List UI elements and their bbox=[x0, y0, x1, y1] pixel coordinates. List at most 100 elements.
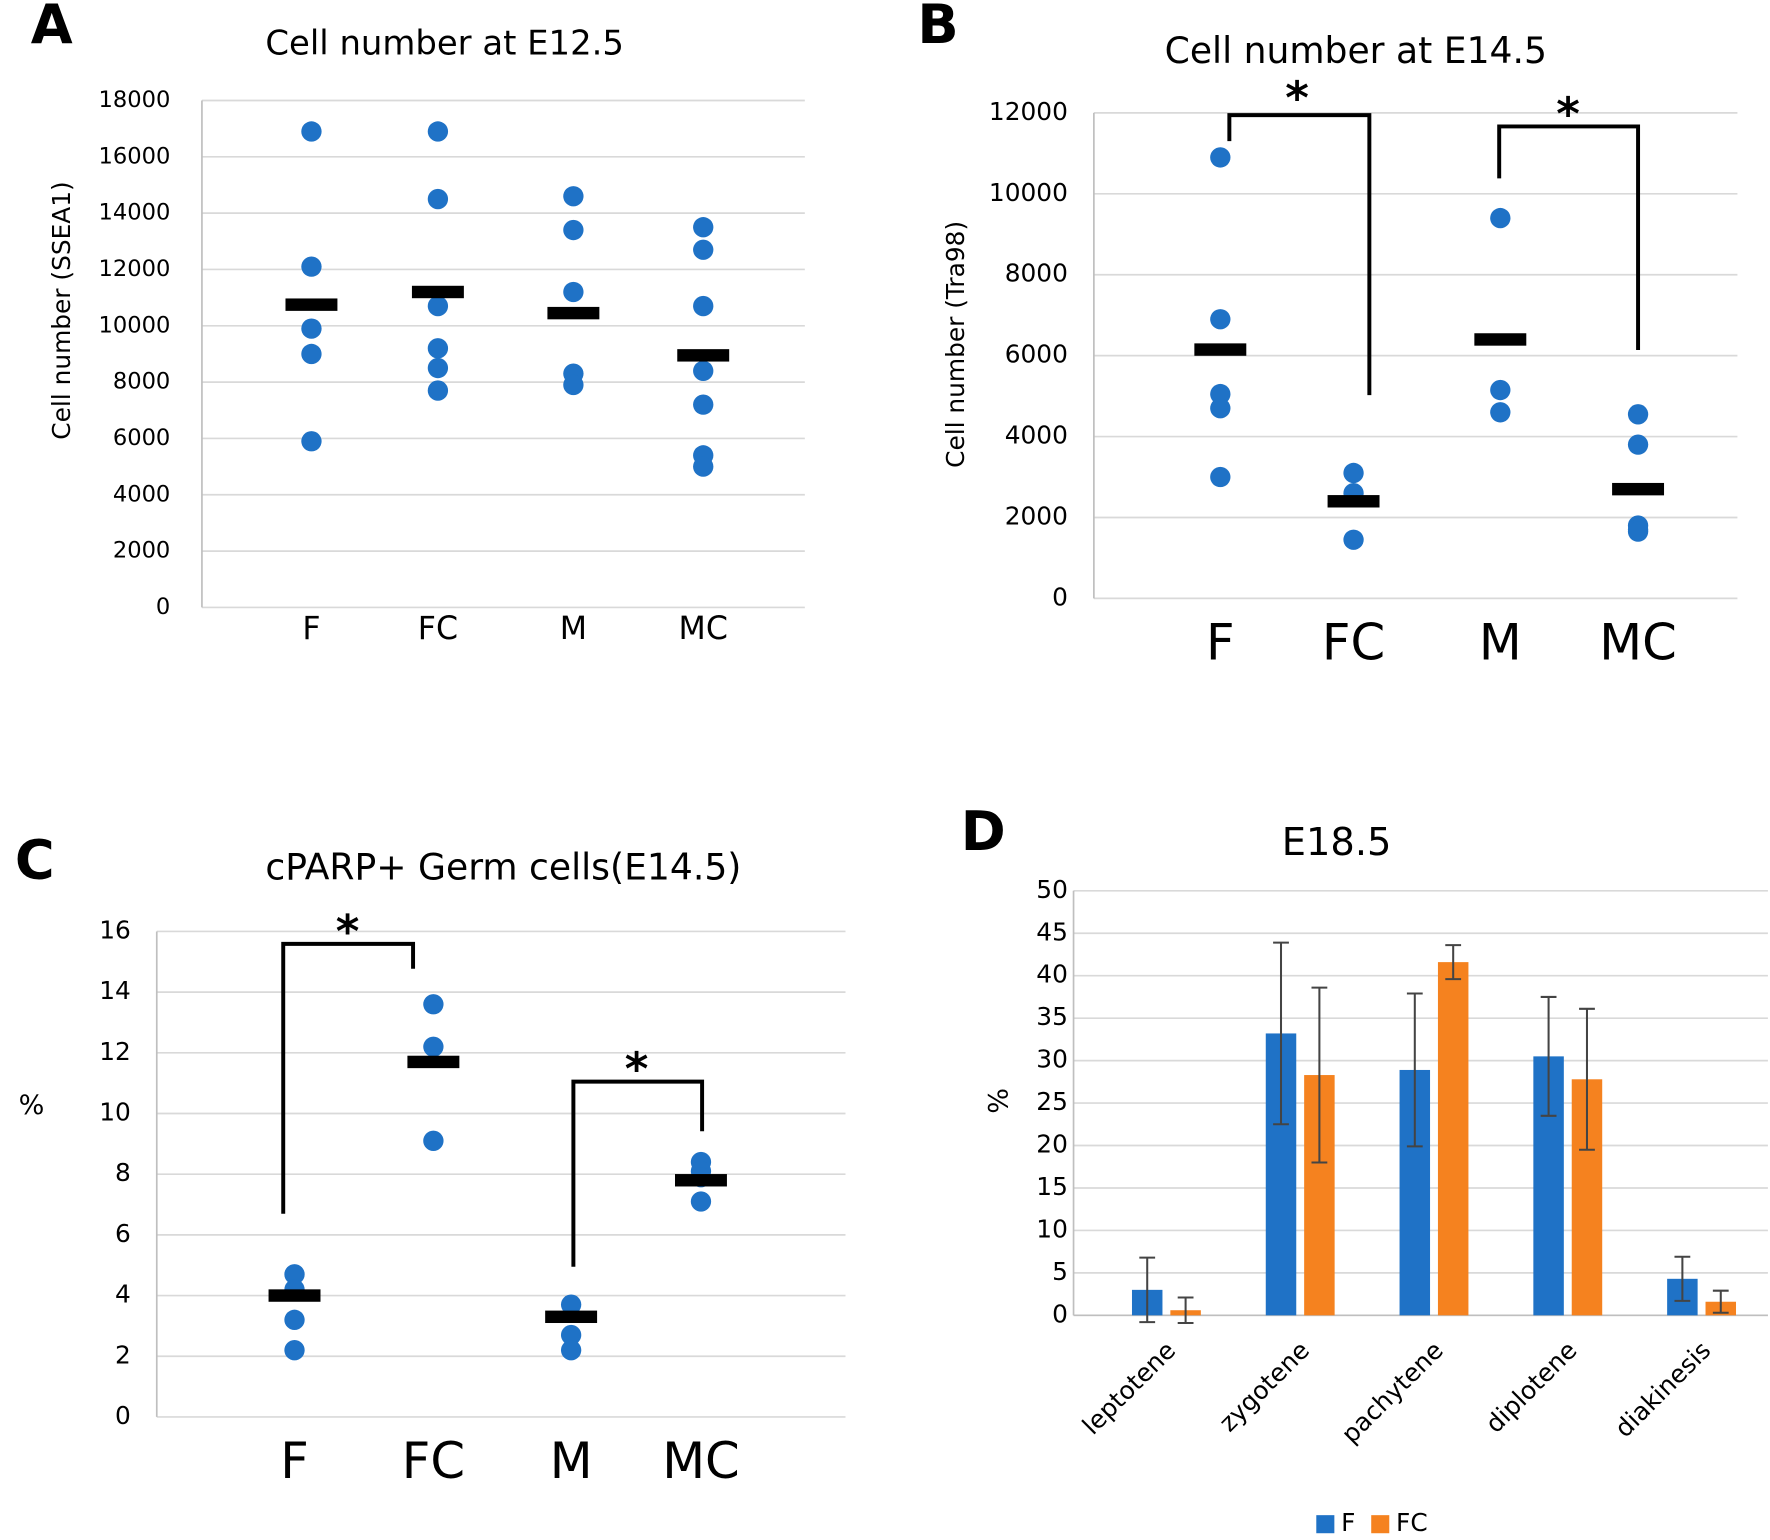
data-point bbox=[563, 219, 584, 241]
data-point bbox=[423, 1036, 444, 1057]
x-tick-label: zygotene bbox=[1213, 1336, 1315, 1438]
bar bbox=[1437, 962, 1469, 1316]
x-tick-label: leptotene bbox=[1077, 1336, 1182, 1441]
data-point bbox=[427, 121, 449, 142]
y-tick-label: 16000 bbox=[98, 143, 170, 169]
y-axis-label: % bbox=[19, 1090, 45, 1121]
y-tick-label: 6000 bbox=[113, 425, 170, 451]
y-tick-label: 0 bbox=[1052, 582, 1068, 611]
y-tick-label: 10 bbox=[99, 1098, 131, 1127]
data-point bbox=[693, 295, 714, 317]
data-point bbox=[427, 338, 449, 359]
x-tick-label: FC bbox=[402, 1432, 465, 1490]
error-bar bbox=[1712, 1289, 1729, 1314]
y-tick-label: 2 bbox=[115, 1340, 131, 1369]
data-point bbox=[563, 374, 584, 396]
y-tick-label: 0 bbox=[156, 594, 170, 620]
y-tick-label: 50 bbox=[1036, 875, 1068, 904]
data-point bbox=[301, 431, 322, 452]
data-point bbox=[284, 1340, 305, 1361]
mean-bar bbox=[285, 298, 338, 311]
data-point bbox=[423, 994, 444, 1015]
y-tick-label: 4 bbox=[115, 1280, 131, 1309]
data-point bbox=[284, 1309, 305, 1330]
x-tick-label: M bbox=[1479, 613, 1522, 671]
mean-bar bbox=[1612, 482, 1665, 496]
data-point bbox=[301, 318, 322, 339]
error-bar bbox=[1139, 1256, 1156, 1324]
chart-title: Cell number at E14.5 bbox=[1165, 29, 1547, 72]
y-tick-label: 0 bbox=[115, 1401, 131, 1430]
y-tick-label: 6 bbox=[115, 1219, 131, 1248]
data-point bbox=[1343, 529, 1364, 550]
y-tick-label: 10 bbox=[1036, 1214, 1068, 1243]
data-point bbox=[284, 1264, 305, 1285]
data-point bbox=[563, 281, 584, 303]
x-tick-label: FC bbox=[1322, 613, 1385, 671]
y-tick-label: 5 bbox=[1052, 1257, 1068, 1286]
y-tick-label: 2000 bbox=[1005, 501, 1068, 530]
data-point bbox=[1210, 383, 1231, 405]
data-point bbox=[427, 357, 449, 379]
data-point bbox=[693, 456, 714, 477]
significance-label: * bbox=[625, 1043, 649, 1096]
y-axis-label: Cell number (Tra98) bbox=[941, 221, 970, 468]
y-tick-label: 20 bbox=[1036, 1130, 1068, 1159]
data-point bbox=[1210, 309, 1231, 330]
y-tick-label: 12 bbox=[99, 1037, 131, 1066]
error-bar bbox=[1311, 986, 1328, 1164]
data-point bbox=[301, 343, 322, 365]
data-point bbox=[563, 186, 584, 207]
y-tick-label: 2000 bbox=[113, 538, 170, 564]
error-bar bbox=[1406, 992, 1423, 1148]
y-tick-label: 14000 bbox=[98, 200, 170, 226]
y-tick-label: 30 bbox=[1036, 1045, 1068, 1074]
data-point bbox=[1210, 466, 1231, 488]
mean-bar bbox=[675, 1174, 727, 1187]
y-tick-label: 0 bbox=[1052, 1299, 1068, 1328]
significance-label: * bbox=[336, 905, 360, 958]
mean-bar bbox=[1327, 495, 1380, 508]
panel-label: A bbox=[31, 0, 73, 56]
mean-bar bbox=[268, 1289, 321, 1302]
legend-swatch bbox=[1316, 1515, 1335, 1534]
data-point bbox=[1210, 147, 1231, 168]
x-tick-label: MC bbox=[1599, 613, 1677, 671]
data-point bbox=[693, 239, 714, 260]
chart-title: Cell number at E12.5 bbox=[265, 24, 624, 63]
data-point bbox=[1627, 404, 1649, 425]
data-point bbox=[1210, 398, 1231, 419]
data-point bbox=[427, 380, 449, 401]
error-bar bbox=[1177, 1296, 1194, 1324]
data-point bbox=[1343, 462, 1364, 484]
significance-label: * bbox=[1285, 72, 1309, 125]
y-tick-label: 14 bbox=[99, 976, 131, 1005]
data-point bbox=[1490, 402, 1511, 423]
data-point bbox=[301, 121, 322, 142]
mean-bar bbox=[1194, 343, 1247, 356]
significance-label: * bbox=[1556, 87, 1580, 140]
y-tick-label: 8000 bbox=[1005, 259, 1068, 288]
data-point bbox=[427, 295, 449, 317]
data-point bbox=[301, 256, 322, 277]
data-point bbox=[1627, 434, 1649, 455]
panel-label: D bbox=[961, 800, 1006, 863]
y-tick-label: 12000 bbox=[98, 256, 170, 282]
data-point bbox=[560, 1294, 582, 1315]
y-tick-label: 10000 bbox=[98, 312, 170, 338]
mean-bar bbox=[547, 306, 600, 320]
legend-label: FC bbox=[1396, 1508, 1428, 1537]
legend-swatch bbox=[1371, 1515, 1390, 1534]
error-bar bbox=[1579, 1007, 1595, 1151]
x-tick-label: F bbox=[1206, 613, 1235, 671]
data-point bbox=[693, 217, 714, 238]
y-tick-label: 40 bbox=[1036, 960, 1068, 989]
y-tick-label: 6000 bbox=[1005, 340, 1068, 369]
y-tick-label: 25 bbox=[1036, 1087, 1068, 1116]
y-tick-label: 8000 bbox=[113, 369, 170, 395]
y-axis-label: Cell number (SSEA1) bbox=[47, 181, 76, 439]
error-bar bbox=[1540, 995, 1557, 1117]
legend-label: F bbox=[1341, 1508, 1355, 1537]
x-tick-label: F bbox=[302, 611, 320, 647]
